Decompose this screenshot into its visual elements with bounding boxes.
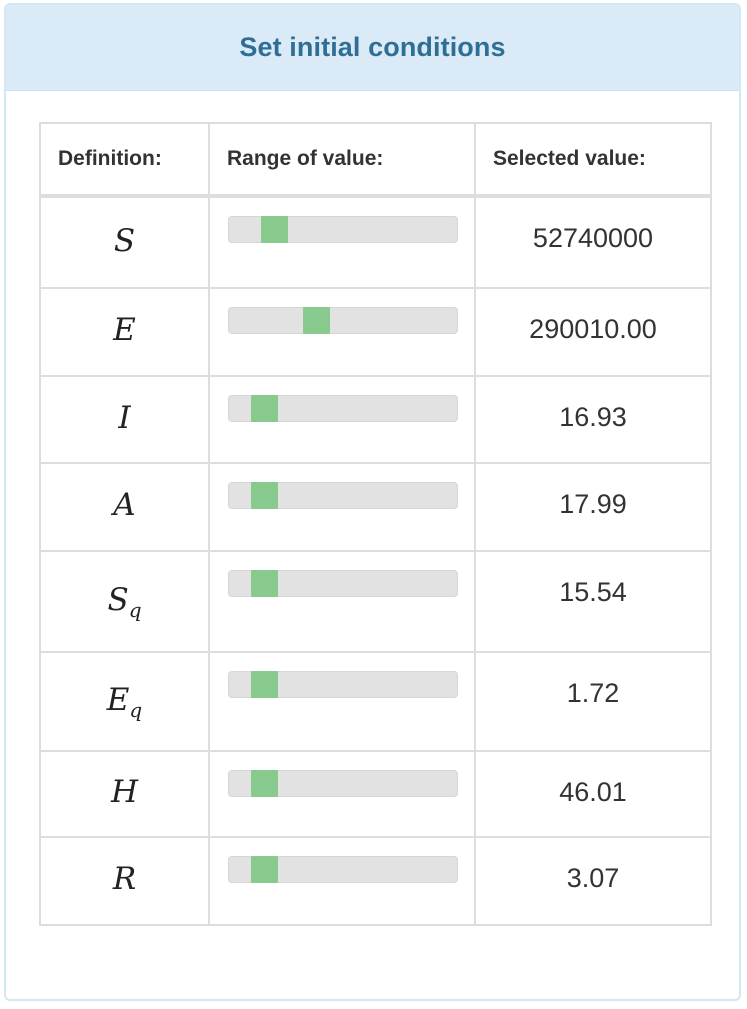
table-row: I 16.93 — [39, 375, 712, 464]
selected-value: 16.93 — [474, 375, 712, 464]
selected-value: 15.54 — [474, 550, 712, 653]
slider-thumb[interactable] — [303, 307, 330, 334]
selected-value: 46.01 — [474, 750, 712, 838]
table-row: Eq 1.72 — [39, 651, 712, 752]
table-row: S 52740000 — [39, 195, 712, 289]
slider-track[interactable] — [228, 770, 458, 797]
slider-thumb[interactable] — [251, 395, 278, 422]
definition-symbol: Sq — [39, 550, 210, 653]
panel-header: Set initial conditions — [6, 5, 739, 91]
selected-value: 17.99 — [474, 462, 712, 552]
definition-symbol: E — [39, 287, 210, 377]
selected-value: 3.07 — [474, 836, 712, 926]
slider-track[interactable] — [228, 570, 458, 597]
header-range: Range of value: — [208, 122, 476, 198]
selected-value: 52740000 — [474, 195, 712, 289]
selected-value: 290010.00 — [474, 287, 712, 377]
conditions-table: Definition: Range of value: Selected val… — [39, 122, 712, 926]
slider-thumb[interactable] — [251, 671, 278, 698]
table-row: Sq 15.54 — [39, 550, 712, 653]
definition-symbol: S — [39, 195, 210, 289]
definition-symbol: H — [39, 750, 210, 838]
slider-track[interactable] — [228, 482, 458, 509]
table-header-row: Definition: Range of value: Selected val… — [39, 122, 712, 198]
slider-track[interactable] — [228, 671, 458, 698]
header-selected-value: Selected value: — [474, 122, 712, 198]
table-row: A 17.99 — [39, 462, 712, 552]
definition-symbol: A — [39, 462, 210, 552]
definition-symbol: I — [39, 375, 210, 464]
panel-title: Set initial conditions — [239, 32, 506, 62]
selected-value: 1.72 — [474, 651, 712, 752]
slider-track[interactable] — [228, 395, 458, 422]
slider-thumb[interactable] — [251, 856, 278, 883]
definition-symbol: Eq — [39, 651, 210, 752]
slider-track[interactable] — [228, 216, 458, 243]
slider-track[interactable] — [228, 307, 458, 334]
slider-thumb[interactable] — [251, 482, 278, 509]
slider-thumb[interactable] — [261, 216, 288, 243]
table-row: E 290010.00 — [39, 287, 712, 377]
slider-thumb[interactable] — [251, 770, 278, 797]
definition-symbol: R — [39, 836, 210, 926]
slider-thumb[interactable] — [251, 570, 278, 597]
slider-track[interactable] — [228, 856, 458, 883]
header-definition: Definition: — [39, 122, 210, 198]
table-row: H 46.01 — [39, 750, 712, 838]
table-row: R 3.07 — [39, 836, 712, 926]
initial-conditions-panel: Set initial conditions Definition: Range… — [4, 3, 741, 1001]
